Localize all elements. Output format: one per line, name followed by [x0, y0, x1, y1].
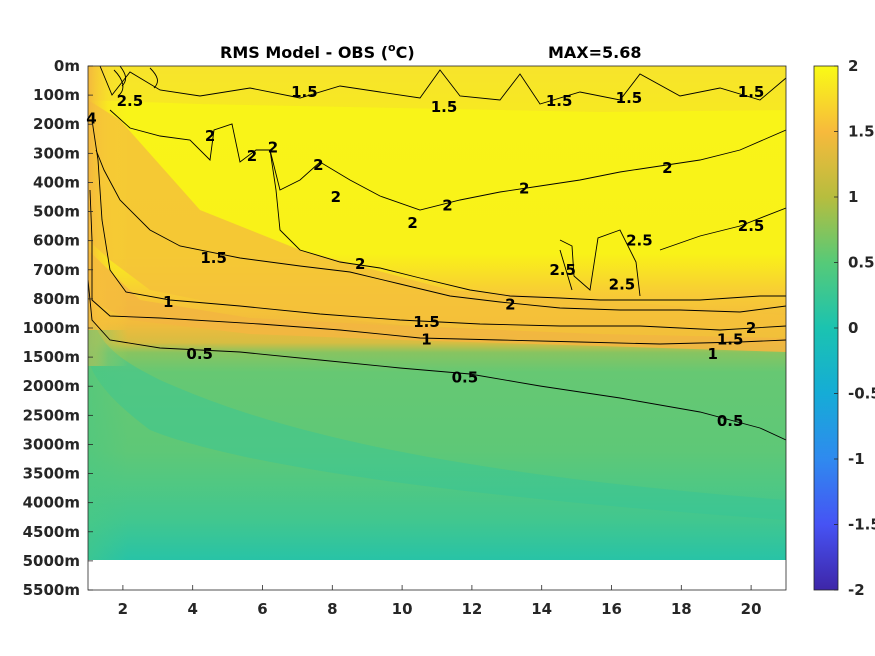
contour-label: 2.5 [609, 275, 636, 293]
contour-label: 1 [421, 331, 431, 349]
contour-label: 2 [746, 319, 756, 337]
y-tick-label: 700m [33, 261, 80, 279]
contour-line [269, 149, 786, 301]
x-tick-label: 4 [187, 600, 197, 618]
contour-label: 2.5 [549, 261, 576, 279]
contour-label: 1.5 [431, 98, 458, 116]
title-unit: C) [396, 43, 415, 62]
contour-label: 1.5 [717, 331, 744, 349]
contour-label: 1.5 [291, 83, 318, 101]
contour-label: 2 [313, 156, 323, 174]
y-tick-label: 100m [33, 86, 80, 104]
x-tick-label: 12 [461, 600, 482, 618]
contour-label: 1.5 [546, 92, 573, 110]
max-value-label: MAX=5.68 [548, 43, 642, 62]
y-tick-label: 500m [33, 203, 80, 221]
colorbar-tick-label: 0.5 [848, 254, 875, 272]
contour-label: 1 [707, 345, 717, 363]
x-tick-label: 16 [601, 600, 622, 618]
y-tick-label: 1000m [23, 319, 80, 337]
contour-label: 2 [505, 296, 515, 314]
y-tick-label: 1500m [23, 348, 80, 366]
y-tick-label: 600m [33, 232, 80, 250]
contour-line [99, 66, 786, 105]
contour-label: 2 [442, 197, 452, 215]
y-tick-label: 800m [33, 290, 80, 308]
colorbar: 2 1.5 1 0.5 0 -0.5 -1 -1.5 -2 [813, 57, 875, 599]
contour-line [91, 119, 786, 331]
x-tick-label: 18 [671, 600, 692, 618]
x-axis: 2 4 6 8 10 12 14 16 18 20 [118, 585, 762, 618]
contour-label: 2.5 [738, 217, 765, 235]
contour-line [559, 249, 573, 291]
contour-line [559, 229, 641, 297]
contour-label: 1.5 [413, 313, 440, 331]
contour-label: 2.5 [626, 232, 653, 250]
title-main: RMS Model - OBS ( [220, 43, 388, 62]
colorbar-tick-label: -1 [848, 450, 865, 468]
contour-label: 2 [247, 147, 257, 165]
contour-label: 1.5 [200, 249, 227, 267]
contour-lines [88, 66, 786, 441]
y-tick-label: 2000m [23, 377, 80, 395]
title-degree: o [388, 41, 396, 54]
chart-title: RMS Model - OBS (oC) [220, 41, 415, 62]
contour-label: 1.5 [738, 83, 765, 101]
contour-line [659, 207, 786, 251]
colorbar-tick-label: 1 [848, 188, 858, 206]
contour-label: 2 [331, 188, 341, 206]
y-tick-label: 3500m [23, 465, 80, 483]
colorbar-tick-label: -2 [848, 581, 865, 599]
colorbar-tick-label: 0 [848, 319, 858, 337]
colorbar-ticks: 2 1.5 1 0.5 0 -0.5 -1 -1.5 -2 [834, 57, 875, 599]
contour-label: 2 [407, 214, 417, 232]
y-tick-label: 4500m [23, 523, 80, 541]
contour-label: 0.5 [452, 368, 479, 386]
x-tick-label: 20 [741, 600, 762, 618]
y-tick-label: 200m [33, 115, 80, 133]
x-tick-label: 6 [257, 600, 267, 618]
y-tick-label: 400m [33, 173, 80, 191]
contour-label: 2 [268, 139, 278, 157]
contour-label: 1.5 [616, 89, 643, 107]
contour-line [109, 109, 786, 211]
contour-line [88, 279, 786, 441]
x-tick-label: 2 [118, 600, 128, 618]
contour-label: 0.5 [186, 345, 213, 363]
contour-label: 2.5 [117, 92, 144, 110]
contour-line [113, 66, 158, 97]
colorbar-tick-label: 1.5 [848, 123, 875, 141]
contour-label: 1 [163, 293, 173, 311]
contour-label: 0.5 [717, 412, 744, 430]
y-tick-label: 5500m [23, 581, 80, 599]
colorbar-tick-label: -1.5 [848, 516, 875, 534]
y-tick-label: 2500m [23, 406, 80, 424]
colorbar-tick-label: -0.5 [848, 385, 875, 403]
y-tick-label: 300m [33, 144, 80, 162]
x-tick-label: 8 [327, 600, 337, 618]
x-tick-label: 10 [392, 600, 413, 618]
heatmap-field [88, 66, 786, 560]
y-tick-label: 5000m [23, 552, 80, 570]
x-tick-label: 14 [531, 600, 552, 618]
y-tick-label: 0m [54, 57, 80, 75]
contour-label: 2 [355, 255, 365, 273]
y-axis: 0m 100m 200m 300m 400m 500m 600m 700m 800m 1000m 1… [23, 57, 93, 599]
contour-line [89, 189, 786, 345]
y-tick-label: 4000m [23, 494, 80, 512]
contour-label: 2 [205, 127, 215, 145]
contour-label: 2 [519, 179, 529, 197]
colorbar-tick-label: 2 [848, 57, 858, 75]
y-tick-label: 3000m [23, 435, 80, 453]
contour-label: 2 [662, 159, 672, 177]
contour-line [95, 149, 786, 313]
contour-label: 4 [86, 109, 96, 127]
